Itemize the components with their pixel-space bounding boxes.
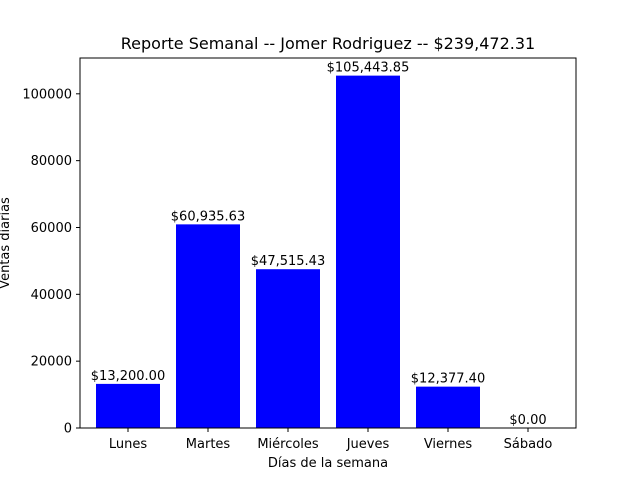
bar-3 xyxy=(336,75,400,428)
bar-value-label: $47,515.43 xyxy=(251,254,325,269)
y-axis-label: Ventas diarias xyxy=(0,197,13,289)
y-tick-label: 60000 xyxy=(31,221,72,236)
y-tick-label: 0 xyxy=(64,422,72,437)
bar-value-label: $60,935.63 xyxy=(171,209,245,224)
bar-value-label: $13,200.00 xyxy=(91,369,165,384)
chart-title: Reporte Semanal -- Jomer Rodriguez -- $2… xyxy=(121,34,535,53)
x-tick-label: Jueves xyxy=(346,437,390,452)
bar-value-label: $105,443.85 xyxy=(327,61,410,76)
bar-0 xyxy=(96,383,160,428)
x-tick-label: Viernes xyxy=(424,437,473,452)
x-axis-label: Días de la semana xyxy=(268,456,388,471)
x-tick-label: Martes xyxy=(186,437,231,452)
bar-4 xyxy=(416,386,480,428)
y-tick-label: 40000 xyxy=(31,288,72,303)
y-tick-label: 80000 xyxy=(31,154,72,169)
bar-value-label: $12,377.40 xyxy=(411,372,485,387)
x-tick-label: Sábado xyxy=(504,437,553,452)
x-tick-label: Lunes xyxy=(109,437,147,452)
bar-2 xyxy=(256,269,320,428)
bar-1 xyxy=(176,224,240,428)
bar-value-label: $0.00 xyxy=(509,413,546,428)
x-tick-label: Miércoles xyxy=(257,437,319,452)
y-tick-label: 100000 xyxy=(22,87,72,102)
y-tick-label: 20000 xyxy=(31,355,72,370)
plot-frame xyxy=(79,57,577,429)
